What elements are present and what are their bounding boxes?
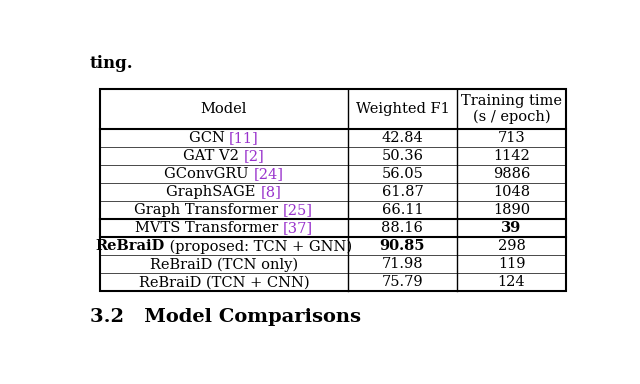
Text: 298: 298 <box>497 239 525 253</box>
Text: GraphSAGE: GraphSAGE <box>166 185 260 199</box>
Text: 1890: 1890 <box>493 203 530 217</box>
Text: Graph Transformer: Graph Transformer <box>134 203 284 217</box>
Text: (proposed: TCN + GNN): (proposed: TCN + GNN) <box>165 239 352 253</box>
Text: 39: 39 <box>501 221 522 235</box>
Text: 713: 713 <box>498 131 525 145</box>
Text: 1048: 1048 <box>493 185 530 199</box>
Text: 61.87: 61.87 <box>381 185 423 199</box>
Text: 88.16: 88.16 <box>381 221 423 235</box>
Text: [37]: [37] <box>283 221 313 235</box>
Text: Training time
(s / epoch): Training time (s / epoch) <box>461 94 562 124</box>
Text: ting.: ting. <box>90 55 134 72</box>
Text: GCN: GCN <box>189 131 229 145</box>
Text: 56.05: 56.05 <box>381 167 423 181</box>
Text: 50.36: 50.36 <box>381 149 424 163</box>
Text: 90.85: 90.85 <box>380 239 425 253</box>
Text: [8]: [8] <box>260 185 281 199</box>
Text: GAT V2: GAT V2 <box>183 149 244 163</box>
Text: ReBraiD (TCN + CNN): ReBraiD (TCN + CNN) <box>138 275 309 290</box>
Text: 42.84: 42.84 <box>381 131 423 145</box>
Text: 124: 124 <box>498 275 525 290</box>
Text: [24]: [24] <box>253 167 284 181</box>
Text: ReBraiD (TCN only): ReBraiD (TCN only) <box>150 257 298 271</box>
Text: 1142: 1142 <box>493 149 530 163</box>
Text: 9886: 9886 <box>493 167 530 181</box>
Text: Model: Model <box>201 102 247 116</box>
Text: 66.11: 66.11 <box>381 203 423 217</box>
Text: [25]: [25] <box>284 203 313 217</box>
Text: Weighted F1: Weighted F1 <box>356 102 449 116</box>
Text: 119: 119 <box>498 257 525 271</box>
Text: [11]: [11] <box>229 131 259 145</box>
Text: 3.2   Model Comparisons: 3.2 Model Comparisons <box>90 308 361 326</box>
Text: GConvGRU: GConvGRU <box>164 167 253 181</box>
Text: 75.79: 75.79 <box>381 275 423 290</box>
Text: MVTS Transformer: MVTS Transformer <box>135 221 283 235</box>
Text: ReBraiD: ReBraiD <box>95 239 165 253</box>
Text: 71.98: 71.98 <box>381 257 423 271</box>
Text: [2]: [2] <box>244 149 264 163</box>
Bar <box>100 89 566 291</box>
